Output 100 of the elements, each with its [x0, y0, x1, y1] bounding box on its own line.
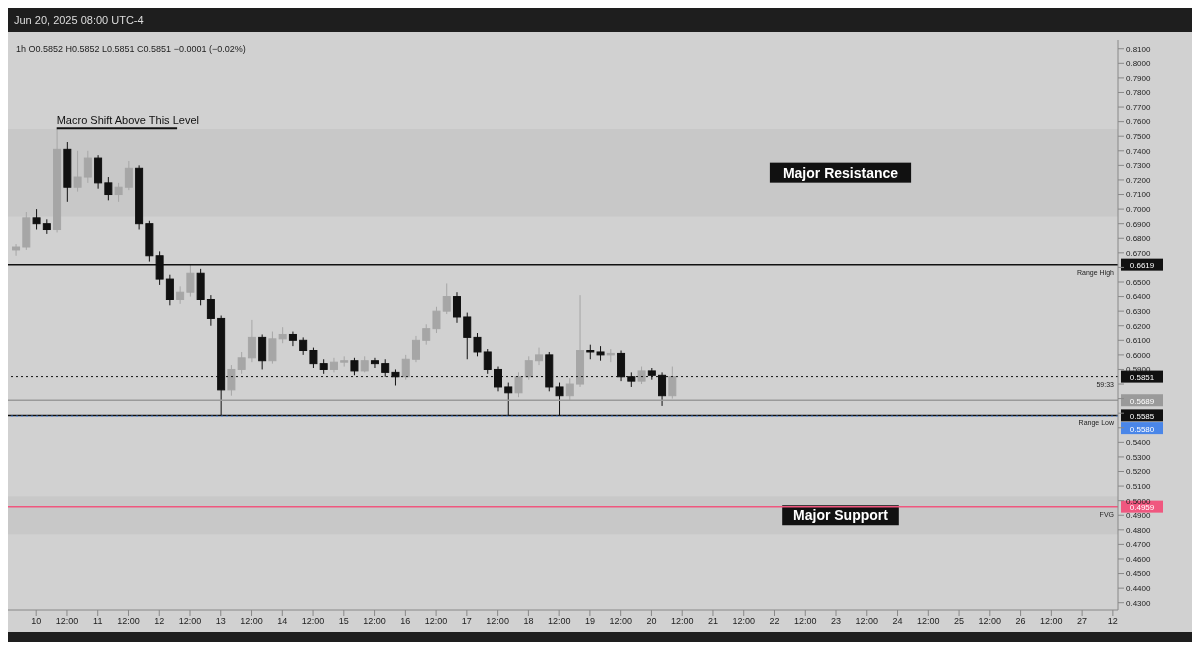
- ref-line-label: 0.5585: [1129, 411, 1155, 421]
- candlestick: [73, 150, 82, 193]
- candlestick: [206, 294, 215, 327]
- y-tick-label: 0.4900: [1126, 511, 1152, 521]
- candlestick: [165, 274, 174, 306]
- y-tick-label: 0.5400: [1126, 438, 1152, 448]
- y-tick-label: 0.8000: [1126, 59, 1152, 69]
- x-tick-label: 17: [461, 616, 472, 627]
- candlestick: [411, 335, 420, 363]
- candlestick: [535, 347, 544, 366]
- x-tick-label: 12:00: [793, 616, 817, 627]
- y-tick-label: 0.7300: [1126, 161, 1152, 171]
- x-tick-label: 12:00: [486, 616, 509, 627]
- y-tick-label: 0.6200: [1126, 321, 1152, 331]
- x-tick-label: 13: [215, 616, 226, 627]
- y-tick-label: 0.6300: [1126, 306, 1152, 316]
- candlestick: [514, 371, 523, 398]
- candlestick: [524, 355, 533, 381]
- candlestick: [463, 312, 472, 360]
- x-tick-label: 12:00: [178, 616, 202, 627]
- y-tick-label: 0.6900: [1126, 219, 1152, 229]
- text: 1h O0.5852 H0.5852 L0.5851 C0.5851 −0.0001 (−0.02%): [16, 44, 246, 54]
- x-tick-label: 12:00: [55, 616, 79, 627]
- candlestick: [176, 285, 185, 305]
- candlestick: [452, 291, 461, 324]
- candlestick: [258, 333, 267, 370]
- x-tick-label: 12:00: [609, 616, 632, 627]
- y-tick-label: 0.4800: [1126, 525, 1152, 535]
- x-tick-label: 12: [154, 616, 165, 627]
- x-tick-label: 12:00: [917, 616, 940, 627]
- x-tick-label: 22: [769, 616, 780, 627]
- y-tick-label: 0.7900: [1126, 73, 1152, 83]
- x-tick-label: 12: [1107, 616, 1118, 627]
- chart-title: Jun 20, 2025 08:00 UTC-4: [13, 13, 145, 28]
- candlestick: [32, 208, 41, 231]
- candlestick: [473, 332, 482, 357]
- candlestick: [483, 348, 492, 375]
- annotation: Macro Shift Above This Level: [56, 114, 199, 127]
- candlestick: [83, 150, 92, 184]
- candlestick: [309, 347, 318, 369]
- y-tick-label: 0.4500: [1126, 569, 1152, 579]
- y-tick-label: 0.6800: [1126, 234, 1152, 244]
- ref-line-label: 0.5689: [1129, 396, 1155, 406]
- x-tick-label: 12:00: [978, 616, 1002, 627]
- candlestick: [12, 243, 21, 257]
- x-tick-label: 24: [892, 616, 903, 627]
- y-tick-label: 0.6500: [1126, 277, 1152, 287]
- x-tick-label: 25: [954, 616, 965, 627]
- x-tick-label: 12:00: [240, 616, 263, 627]
- y-tick-label: 0.7700: [1126, 102, 1152, 112]
- candlestick: [186, 264, 195, 298]
- x-tick-label: 12:00: [363, 616, 386, 627]
- x-tick-label: 10: [31, 616, 42, 627]
- x-tick-label: 12:00: [547, 616, 571, 627]
- y-tick-label: 0.4300: [1126, 598, 1152, 608]
- x-tick-label: 12:00: [117, 616, 140, 627]
- band-label: Major Support: [793, 507, 889, 524]
- y-tick-label: 0.7400: [1126, 146, 1152, 156]
- x-tick-label: 18: [523, 616, 534, 627]
- x-tick-label: 11: [93, 616, 103, 627]
- y-tick-label: 0.6100: [1126, 336, 1152, 346]
- candlestick: [114, 182, 123, 203]
- ref-line-label: 0.5580: [1129, 424, 1155, 434]
- x-tick-label: 19: [584, 616, 595, 627]
- x-tick-label: 12:00: [732, 616, 755, 627]
- y-tick-label: 0.6700: [1126, 248, 1152, 258]
- y-tick-label: 0.5300: [1126, 452, 1152, 462]
- candlestick: [104, 176, 113, 201]
- x-tick-label: 16: [400, 616, 411, 627]
- candlestick: [422, 323, 431, 346]
- y-tick-label: 0.4600: [1126, 554, 1152, 564]
- candlestick: [247, 319, 256, 363]
- ref-line-label: 0.6619: [1129, 261, 1155, 271]
- candlestick: [268, 331, 277, 365]
- candlestick: [124, 160, 133, 191]
- y-tick-label: 0.4400: [1126, 583, 1152, 593]
- ref-line-label: 0.5851: [1129, 373, 1155, 383]
- y-tick-label: 0.7600: [1126, 117, 1152, 127]
- y-tick-label: 0.7200: [1126, 175, 1152, 185]
- y-tick-label: 0.6000: [1126, 350, 1152, 360]
- y-tick-label: 0.4700: [1126, 540, 1152, 550]
- x-tick-label: 15: [338, 616, 349, 627]
- y-tick-label: 0.7500: [1126, 132, 1152, 142]
- candlestick: [401, 354, 410, 381]
- ref-line-label: 0.4959: [1129, 503, 1155, 513]
- y-tick-label: 0.7100: [1126, 190, 1152, 200]
- x-tick-label: 12:00: [670, 616, 694, 627]
- y-tick-label: 0.8100: [1126, 44, 1152, 54]
- y-tick-label: 0.7000: [1126, 204, 1152, 214]
- candlestick: [432, 306, 441, 334]
- x-tick-label: 23: [831, 616, 842, 627]
- candlestick: [227, 364, 236, 397]
- x-tick-label: 12:00: [301, 616, 325, 627]
- band-label: Major Resistance: [782, 164, 899, 181]
- x-tick-label: 20: [646, 616, 657, 627]
- candlestick: [237, 351, 246, 375]
- y-tick-label: 0.5200: [1126, 467, 1152, 477]
- y-tick-label: 0.6400: [1126, 292, 1152, 302]
- x-tick-label: 12:00: [424, 616, 448, 627]
- candlestick: [370, 357, 379, 369]
